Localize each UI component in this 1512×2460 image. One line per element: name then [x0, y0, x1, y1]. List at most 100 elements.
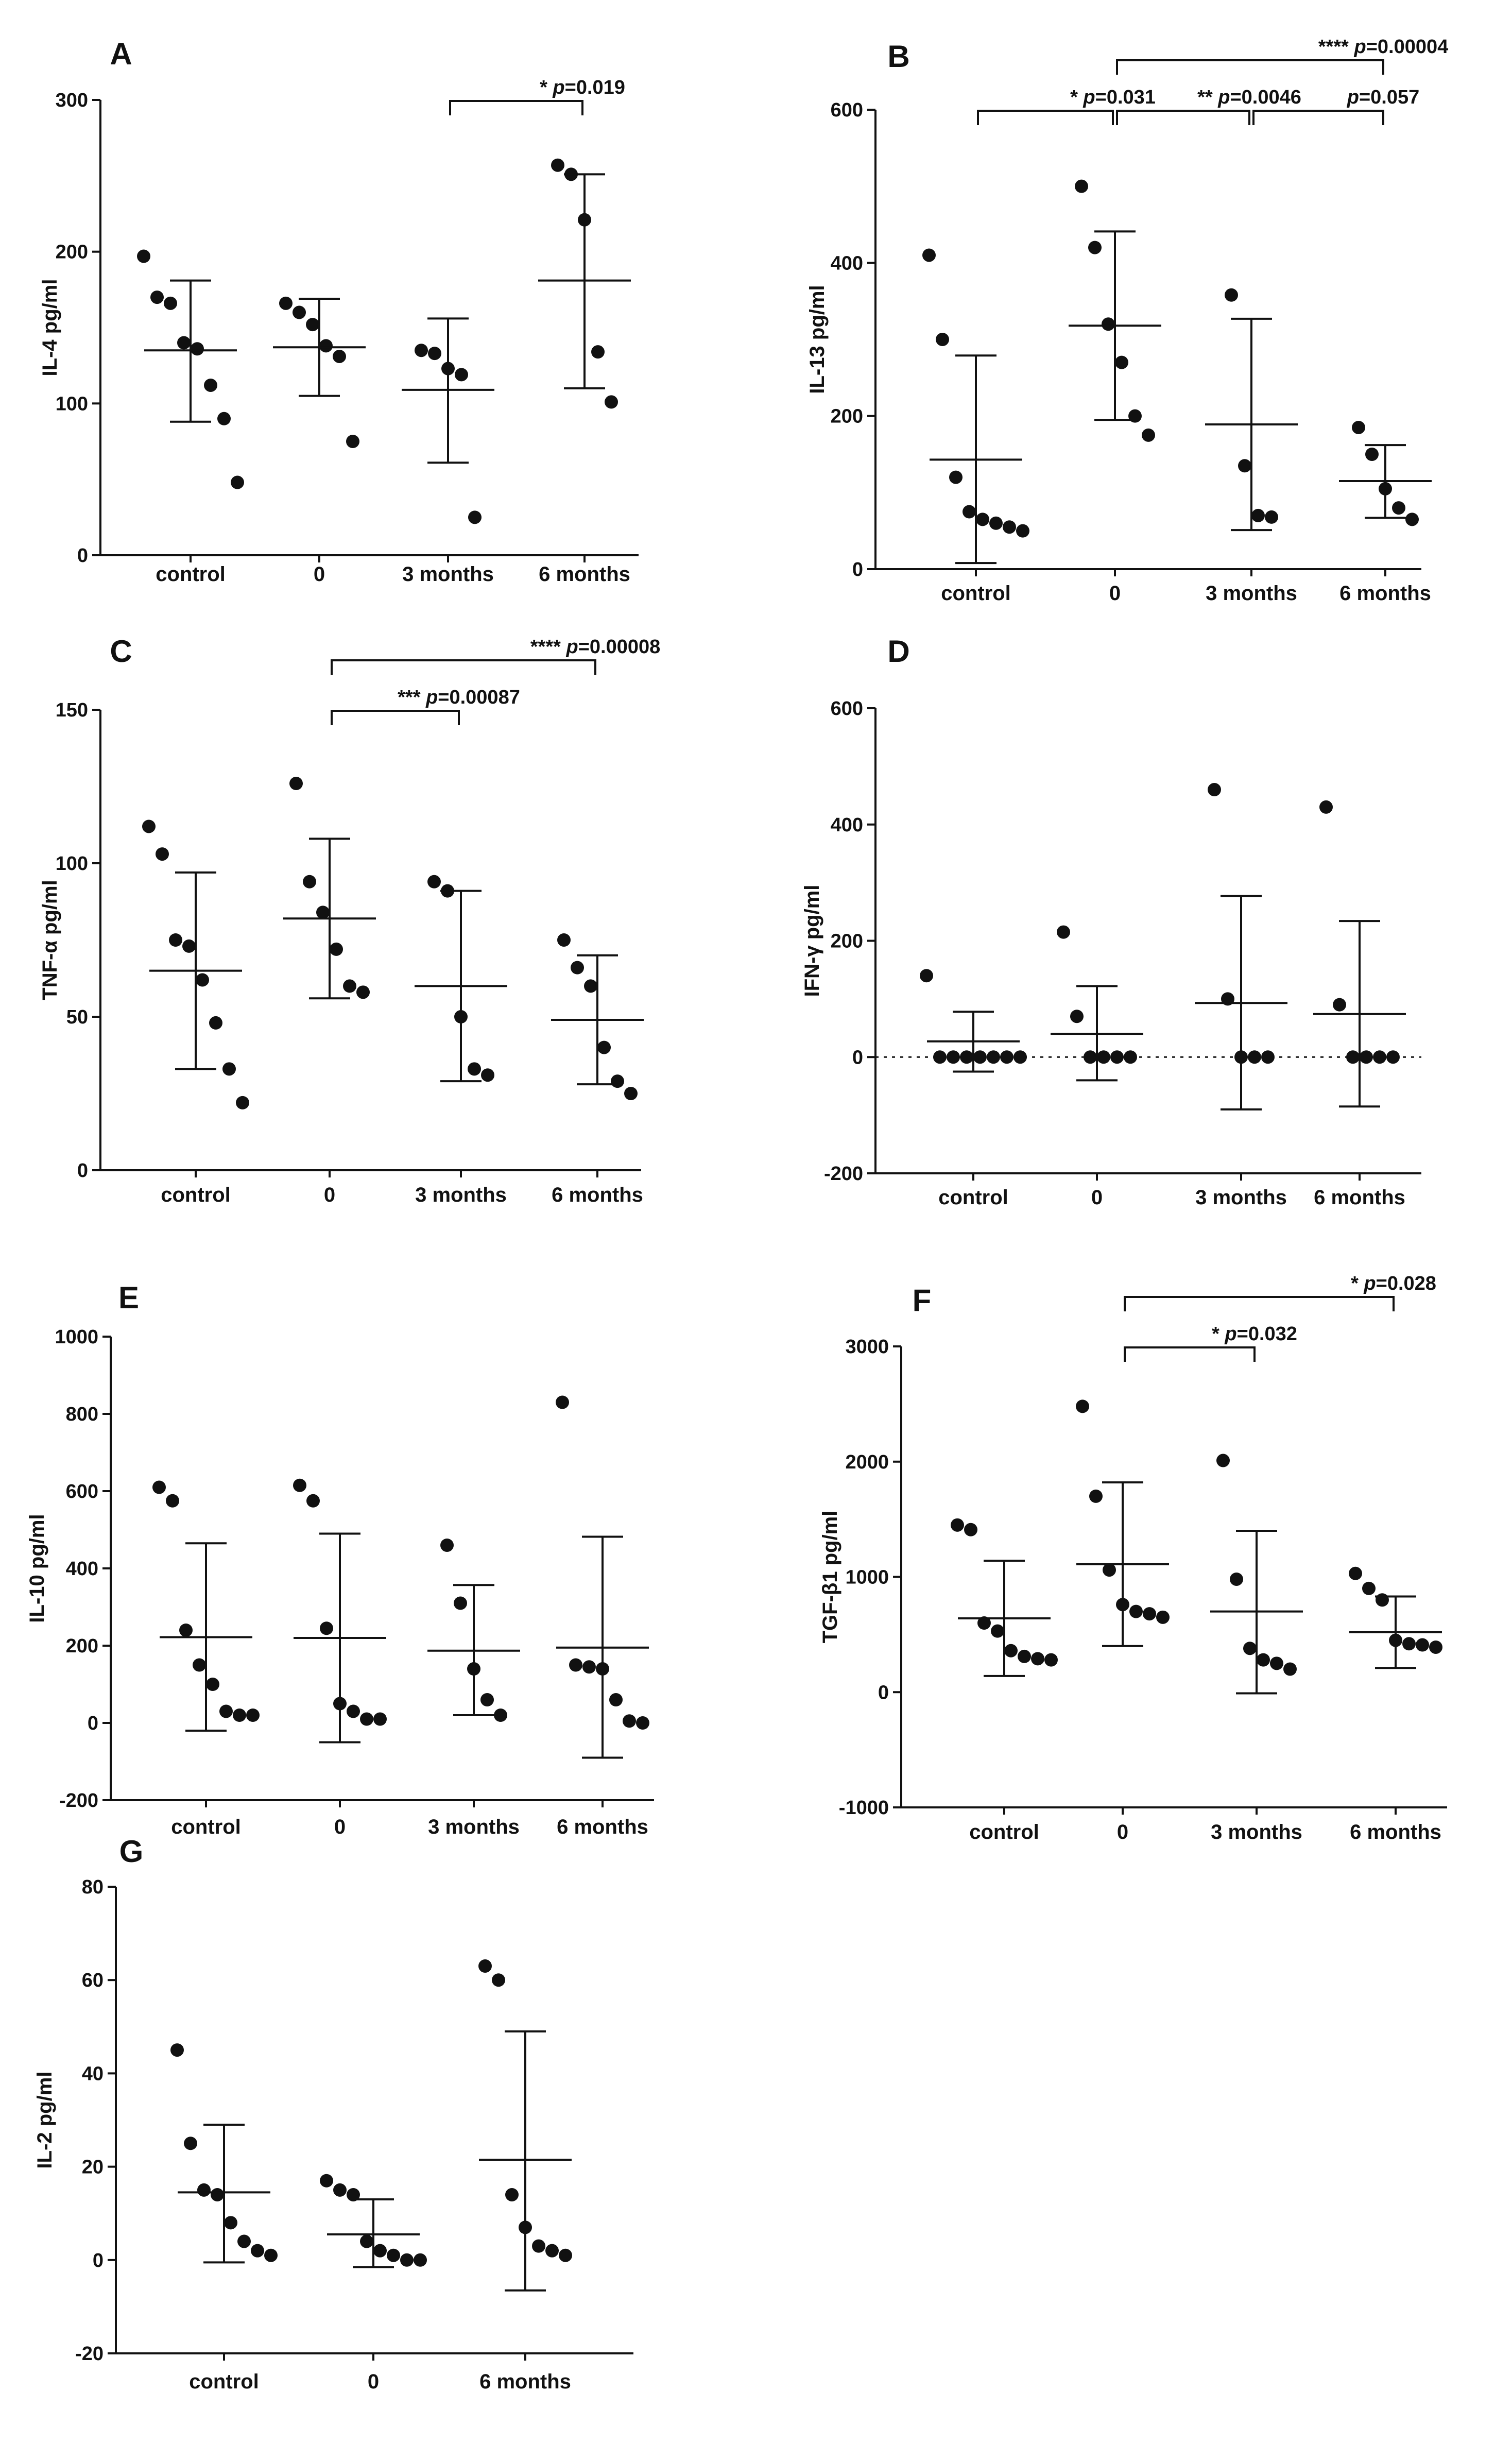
data-point: [569, 1658, 582, 1672]
data-point: [1044, 1653, 1058, 1667]
data-point: [1416, 1638, 1429, 1652]
data-point: [1089, 1489, 1103, 1503]
data-point: [1248, 1050, 1261, 1064]
data-point: [427, 875, 441, 889]
data-point: [289, 777, 303, 791]
data-point: [1405, 512, 1419, 526]
data-point: [1352, 420, 1365, 434]
y-tick-label: 1000: [845, 1567, 889, 1588]
data-point: [177, 336, 191, 350]
y-axis-title: TGF-β1 pg/ml: [819, 1511, 841, 1644]
data-point: [360, 2234, 373, 2248]
x-category-label: 3 months: [1211, 1821, 1302, 1843]
data-point: [1265, 510, 1278, 524]
panel-label: F: [913, 1283, 932, 1318]
x-category-label: 6 months: [1314, 1186, 1405, 1209]
y-tick-label: 1000: [55, 1326, 98, 1348]
significance-stars: ****: [530, 636, 566, 658]
data-point: [559, 2248, 572, 2262]
panel-label: B: [887, 39, 909, 74]
x-category-label: control: [171, 1816, 241, 1838]
data-point: [333, 349, 346, 363]
y-tick-label: 200: [831, 931, 863, 952]
p-symbol: p: [1353, 36, 1366, 58]
y-tick-label: 3000: [845, 1336, 889, 1358]
y-tick-label: 200: [56, 242, 88, 263]
data-point: [233, 1709, 246, 1722]
x-category-label: control: [189, 2370, 259, 2393]
data-point: [933, 1050, 947, 1064]
x-category-label: 3 months: [1206, 582, 1297, 605]
y-tick-label: 0: [852, 1047, 863, 1068]
p-value: =0.028: [1376, 1273, 1436, 1294]
panel-d: D -200 0 200 400 600 IFN-γ pg/ml control 0 3 mont…: [801, 634, 1421, 1209]
x-category-label: 6 months: [1350, 1821, 1441, 1843]
x-category-label: 3 months: [402, 563, 494, 586]
data-point: [1208, 783, 1221, 797]
data-point: [150, 291, 164, 304]
data-point: [532, 2239, 545, 2253]
p-symbol: p: [1347, 87, 1359, 108]
data-point: [1076, 1399, 1089, 1413]
data-point: [1143, 1607, 1156, 1621]
p-symbol: p: [1363, 1273, 1376, 1294]
significance-stars: *: [540, 77, 553, 98]
data-point: [169, 933, 182, 947]
data-point: [920, 969, 933, 983]
significance-stars: **: [1197, 87, 1218, 108]
data-point: [231, 475, 244, 489]
significance-label: **** p=0.00008: [530, 636, 661, 658]
data-point: [179, 1624, 193, 1637]
y-tick-label: 600: [831, 99, 863, 121]
data-point: [545, 2244, 559, 2258]
data-point: [306, 318, 319, 332]
data-point: [1110, 1050, 1124, 1064]
data-point: [293, 305, 306, 319]
x-category-label: control: [161, 1184, 231, 1206]
x-category-label: control: [156, 563, 226, 586]
data-point: [219, 1704, 233, 1718]
data-point: [571, 961, 584, 975]
y-axis-title: IL-4 pg/ml: [39, 279, 61, 377]
data-point: [320, 1621, 333, 1635]
data-point: [1070, 1010, 1084, 1023]
x-category-label: 0: [368, 2370, 379, 2393]
y-tick-label: -20: [75, 2343, 104, 2365]
data-point: [293, 1478, 306, 1492]
y-tick-label: 0: [88, 1713, 98, 1734]
data-point: [1346, 1050, 1360, 1064]
data-point: [505, 2188, 519, 2201]
data-point: [1004, 1644, 1018, 1658]
data-point: [400, 2253, 414, 2267]
data-point: [222, 1062, 236, 1076]
data-point: [1257, 1653, 1270, 1667]
y-axis-title: IL-2 pg/ml: [33, 2072, 56, 2169]
data-point: [1230, 1572, 1243, 1586]
data-point: [206, 1678, 219, 1691]
data-point: [492, 1973, 505, 1987]
significance-label: ** p=0.0046: [1197, 87, 1301, 108]
y-tick-label: -200: [59, 1790, 98, 1812]
data-point: [1429, 1640, 1442, 1654]
data-point: [246, 1709, 260, 1722]
y-tick-label: 100: [56, 393, 88, 415]
data-point: [1097, 1050, 1110, 1064]
panel-f: F -1000 0 1000 2000 3000 TGF-β1 pg/ml control 0 3…: [819, 1273, 1447, 1843]
significance-stars: ***: [398, 687, 426, 708]
y-tick-label: 400: [831, 814, 863, 836]
data-point: [152, 1480, 166, 1494]
x-category-label: control: [969, 1821, 1039, 1843]
data-point: [455, 368, 468, 382]
x-category-label: 3 months: [428, 1816, 520, 1838]
significance-bracket: [1116, 110, 1250, 125]
y-tick-label: 600: [66, 1481, 98, 1502]
data-point: [237, 2234, 251, 2248]
data-point: [1057, 925, 1070, 939]
panel-a: A 0 100 200 300 IL-4 pg/ml control 0 3 months 6 m…: [39, 37, 639, 586]
p-symbol: p: [552, 77, 564, 98]
significance-stars: *: [1351, 1273, 1364, 1294]
y-tick-label: 100: [56, 853, 88, 875]
data-point: [1156, 1610, 1170, 1624]
data-point: [373, 1712, 387, 1726]
data-point: [319, 339, 333, 353]
